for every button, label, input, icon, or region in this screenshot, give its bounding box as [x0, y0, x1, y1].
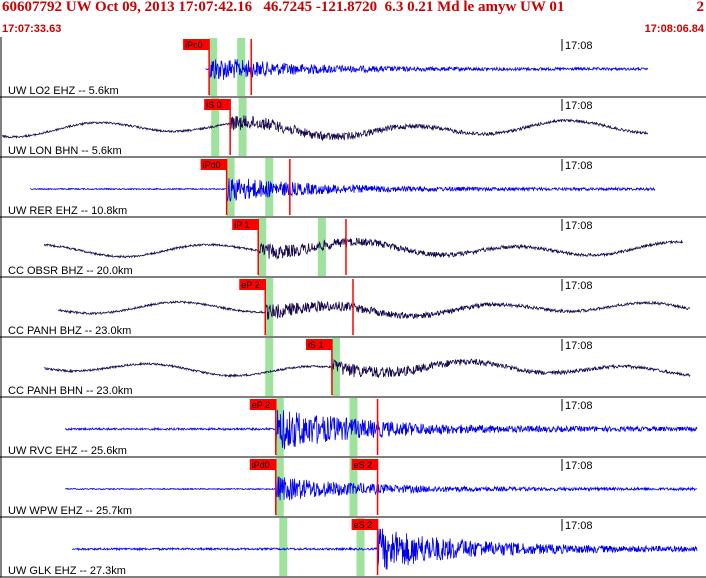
arrival-window [279, 518, 288, 576]
pick-label-box[interactable] [351, 459, 378, 470]
pick-label-box[interactable] [239, 279, 266, 290]
seismogram-panels[interactable]: 17:08 iPc0 UW LO2 EHZ -- 5.6km 17:08 iS 0 UW … [0, 37, 706, 578]
waveform-trace [58, 299, 691, 320]
waveform-trace [65, 476, 698, 501]
station-label: UW RER EHZ -- 10.8km [8, 205, 127, 217]
pick-label: iP 1 [234, 220, 249, 230]
minute-label: 17:08 [565, 280, 593, 292]
minute-label: 17:08 [565, 100, 593, 112]
waveform-trace [65, 409, 698, 450]
waveform-trace [43, 237, 684, 260]
minute-label: 17:08 [565, 40, 593, 52]
pick-label: iPd0 [203, 160, 221, 170]
waveform-trace [30, 178, 656, 202]
pick-label: eS 2 [354, 520, 373, 530]
station-label: UW RVC EHZ -- 25.6km [8, 445, 127, 457]
station-label: CC PANH BHN -- 23.0km [8, 385, 132, 397]
arrival-window [226, 158, 235, 216]
minute-label: 17:08 [565, 520, 593, 532]
pick-label-box[interactable] [204, 99, 231, 110]
trace-panel[interactable]: 17:08 iP 1 CC OBSR BHZ -- 20.0km [0, 217, 706, 278]
pick-label: iS 1 [308, 340, 324, 350]
trace-panel[interactable]: 17:08 eP 2 CC PANH BHZ -- 23.0km [0, 277, 706, 338]
page-number[interactable]: 2 [696, 0, 705, 15]
minute-label: 17:08 [565, 340, 593, 352]
trace-panel[interactable]: 17:08 iPd0 UW RER EHZ -- 10.8km [0, 157, 706, 218]
pick-label: iS 0 [206, 100, 222, 110]
pick-label-box[interactable] [183, 39, 210, 50]
minute-label: 17:08 [565, 460, 593, 472]
trace-panel[interactable]: 17:08 iPc0 UW LO2 EHZ -- 5.6km [0, 37, 706, 98]
pick-label: eS 2 [354, 460, 373, 470]
waveform-trace [71, 528, 698, 570]
pick-label-box[interactable] [249, 459, 276, 470]
arrival-window [356, 518, 365, 576]
pick-label: iPc0 [185, 40, 203, 50]
pick-label-box[interactable] [232, 219, 259, 230]
pick-label-box[interactable] [305, 339, 332, 350]
arrival-window [237, 38, 246, 96]
station-label: UW LON BHN -- 5.6km [8, 145, 122, 157]
station-label: CC PANH BHZ -- 23.0km [8, 325, 131, 337]
pick-label: iPd0 [252, 460, 270, 470]
trace-panel[interactable]: 17:08 iS 0 UW LON BHN -- 5.6km [0, 97, 706, 158]
pick-label: eP 2 [252, 400, 270, 410]
trace-panel[interactable]: 17:08 eP 2 UW RVC EHZ -- 25.6km [0, 397, 706, 458]
minute-label: 17:08 [565, 400, 593, 412]
station-label: UW LO2 EHZ -- 5.6km [8, 85, 119, 97]
pick-label-box[interactable] [351, 519, 378, 530]
minute-label: 17:08 [565, 160, 593, 172]
waveform-trace [1, 115, 649, 142]
waveform-trace [205, 59, 649, 80]
trace-panel[interactable]: 17:08 iPd0 eS 2 UW WPW EHZ -- 25.7km [0, 457, 706, 518]
minute-label: 17:08 [565, 220, 593, 232]
pick-label-box[interactable] [200, 159, 227, 170]
waveform-trace [43, 358, 691, 378]
event-header: 60607792 UW Oct 09, 2013 17:07:42.16 46.… [0, 0, 706, 22]
arrival-window [331, 338, 340, 396]
arrival-window [265, 338, 274, 396]
station-label: UW GLK EHZ -- 27.3km [8, 565, 126, 577]
event-title: 60607792 UW Oct 09, 2013 17:07:42.16 46.… [2, 0, 565, 15]
station-label: UW WPW EHZ -- 25.7km [8, 505, 132, 517]
arrival-window [349, 398, 358, 456]
trace-panel[interactable]: 17:08 iS 1 CC PANH BHN -- 23.0km [0, 337, 706, 398]
trace-panel[interactable]: 17:08 eS 2 UW GLK EHZ -- 27.3km [0, 517, 706, 578]
window-end-time: 17:08:06.84 [644, 23, 704, 35]
window-start-time: 17:07:33.63 [2, 23, 62, 35]
pick-label-box[interactable] [249, 399, 276, 410]
station-label: CC OBSR BHZ -- 20.0km [8, 265, 133, 277]
pick-label: eP 2 [241, 280, 259, 290]
